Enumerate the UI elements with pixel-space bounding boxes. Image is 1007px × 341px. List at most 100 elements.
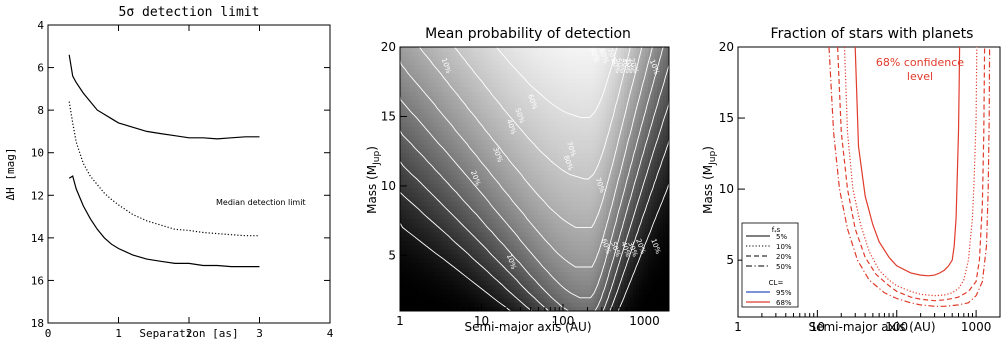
heatmap-cell [525, 253, 530, 259]
heatmap-cell [615, 258, 619, 264]
heatmap-cell [471, 253, 476, 259]
heatmap-cell [492, 170, 497, 176]
heatmap-cell [489, 47, 494, 52]
heatmap-cell [555, 306, 560, 311]
heatmap-cell [561, 289, 565, 294]
heatmap-cell [621, 253, 625, 259]
heatmap-cell [498, 86, 503, 92]
heatmap-cell [492, 209, 497, 215]
heatmap-cell [453, 271, 458, 277]
heatmap-cell [615, 249, 619, 255]
heatmap-cell [486, 218, 491, 224]
heatmap-cell [570, 143, 574, 149]
heatmap-cell [459, 91, 464, 96]
heatmap-cell [420, 306, 425, 311]
heatmap-cell [400, 86, 404, 92]
heatmap-cell [474, 245, 479, 250]
heatmap-cell [510, 293, 515, 299]
heatmap-cell [588, 187, 592, 193]
heatmap-cell [408, 271, 413, 277]
heatmap-cell [639, 258, 643, 264]
heatmap-cell [492, 183, 497, 189]
heatmap-cell [549, 60, 554, 66]
heatmap-cell [414, 60, 419, 66]
heatmap-cell [519, 258, 524, 264]
heatmap-cell [606, 113, 610, 118]
heatmap-cell [606, 231, 610, 237]
heatmap-cell [456, 86, 461, 92]
heatmap-cell [417, 253, 422, 259]
heatmap-cell [564, 302, 568, 308]
heatmap-cell [438, 157, 443, 162]
heatmap-cell [582, 240, 586, 246]
heatmap-cell [534, 179, 539, 184]
heatmap-cell [471, 91, 476, 96]
heatmap-cell [429, 86, 434, 92]
heatmap-cell [597, 113, 601, 118]
heatmap-cell [561, 148, 565, 154]
heatmap-cell [486, 214, 491, 220]
heatmap-cell [624, 302, 628, 308]
heatmap-cell [474, 73, 479, 79]
heatmap-cell [477, 165, 482, 171]
heatmap-cell [468, 183, 473, 189]
heatmap-cell [513, 289, 518, 294]
heatmap-cell [426, 113, 431, 118]
heatmap-cell [501, 205, 506, 211]
heatmap-cell [555, 271, 560, 277]
heatmap-cell [627, 240, 631, 246]
heatmap-cell [459, 139, 464, 145]
heatmap-cell [453, 227, 458, 233]
heatmap-cell [471, 139, 476, 145]
heatmap-cell [507, 170, 512, 176]
heatmap-cell [546, 218, 551, 224]
heatmap-cell [636, 284, 640, 290]
heatmap-cell [534, 218, 539, 224]
heatmap-cell [480, 60, 485, 66]
heatmap-cell [525, 73, 530, 79]
heatmap-cell [519, 187, 524, 193]
heatmap-cell [402, 152, 407, 158]
heatmap-cell [531, 249, 536, 255]
heatmap-cell [588, 113, 592, 118]
heatmap-cell [642, 139, 646, 145]
heatmap-cell [411, 157, 416, 162]
heatmap-cell [576, 231, 580, 237]
heatmap-cell [633, 60, 637, 66]
heatmap-cell [510, 126, 515, 132]
heatmap-cell [471, 236, 476, 242]
heatmap-cell [432, 55, 437, 61]
heatmap-cell [459, 73, 464, 79]
heatmap-cell [411, 69, 416, 74]
heatmap-cell [576, 214, 580, 220]
heatmap-cell [504, 108, 509, 114]
heatmap-cell [540, 258, 545, 264]
heatmap-cell [417, 306, 422, 311]
heatmap-cell [501, 236, 506, 242]
heatmap-cell [480, 249, 485, 255]
heatmap-cell [489, 51, 494, 57]
heatmap-cell [510, 201, 515, 206]
heatmap-cell [432, 223, 437, 228]
heatmap-cell [537, 187, 542, 193]
heatmap-cell [573, 223, 577, 228]
heatmap-cell [621, 289, 625, 294]
heatmap-cell [597, 271, 601, 277]
heatmap-cell [498, 271, 503, 277]
heatmap-cell [400, 302, 404, 308]
heatmap-cell [549, 143, 554, 149]
heatmap-cell [438, 289, 443, 294]
heatmap-cell [621, 183, 625, 189]
heatmap-cell [618, 143, 622, 149]
heatmap-cell [402, 91, 407, 96]
heatmap-cell [432, 108, 437, 114]
heatmap-cell [483, 69, 488, 74]
heatmap-cell [528, 104, 533, 110]
heatmap-cell [483, 135, 488, 140]
heatmap-cell [414, 47, 419, 52]
heatmap-cell [633, 174, 637, 180]
heatmap-cell [417, 267, 422, 272]
heatmap-cell [471, 60, 476, 66]
heatmap-cell [429, 130, 434, 136]
heatmap-cell [447, 135, 452, 140]
